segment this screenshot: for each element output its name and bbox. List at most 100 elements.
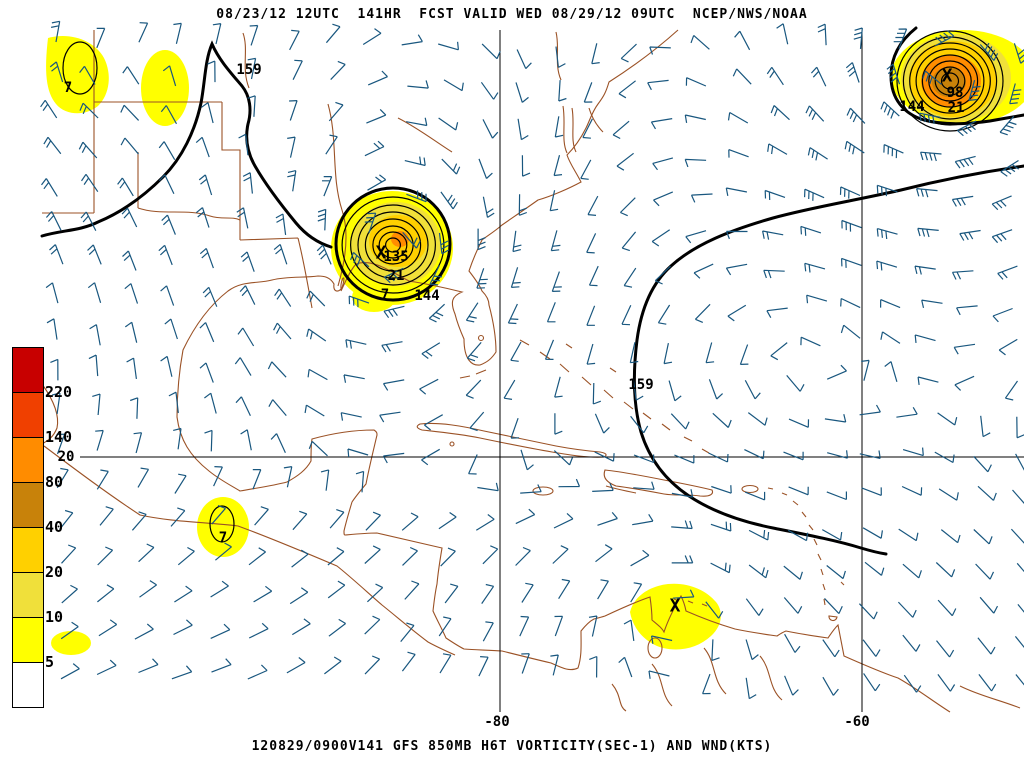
wind-barb: [732, 68, 752, 85]
wind-barb: [901, 485, 923, 496]
wind-barb: [364, 545, 381, 564]
wind-barb: [766, 307, 788, 318]
wind-barb: [595, 544, 613, 563]
wind-barb: [554, 615, 564, 637]
wind-barb: [287, 136, 296, 158]
wind-barb: [748, 529, 770, 541]
wind-barb: [651, 229, 671, 247]
rivers: [137, 31, 562, 287]
wind-barb: [623, 619, 635, 641]
wind-barb: [211, 658, 232, 673]
wind-barb: [767, 143, 788, 155]
wind-barb: [859, 450, 881, 459]
wind-barb: [50, 20, 61, 43]
wind-barb: [788, 486, 809, 496]
vorticity-ring-gulf-low: [357, 211, 429, 279]
wind-barb: [306, 328, 327, 342]
wind-barb: [56, 433, 66, 455]
wind-barb: [80, 211, 97, 231]
wind-barb: [629, 342, 639, 364]
wind-barb: [173, 619, 193, 636]
wind-barb: [52, 392, 61, 414]
wind-barb: [438, 41, 459, 51]
wind-barb: [588, 265, 599, 287]
wind-barb: [329, 509, 345, 529]
wind-barb: [728, 149, 749, 158]
wind-barb: [558, 578, 571, 600]
wind-barb: [554, 376, 563, 398]
wind-barb: [97, 584, 115, 603]
wind-barb: [327, 580, 346, 599]
wind-barb: [652, 157, 674, 171]
wind-barb: [60, 663, 80, 680]
vorticity-ring-hurricane: [934, 66, 966, 96]
wind-barb: [690, 34, 710, 50]
island-hispaniola: [603, 469, 714, 497]
wind-barb: [620, 43, 637, 63]
wind-barb: [481, 583, 495, 604]
wind-barb: [739, 344, 749, 365]
wind-barb: [518, 194, 528, 216]
wind-barb: [237, 327, 255, 347]
footer-title: 120829/0900V141 GFS 850MB H6T VORTICITY(…: [251, 739, 773, 754]
wind-barb: [173, 427, 182, 450]
wind-barb: [979, 596, 999, 614]
wind-barb: [405, 117, 428, 127]
wind-barb: [935, 562, 956, 578]
wind-barb: [710, 562, 731, 574]
wind-barb: [324, 656, 342, 675]
vorticity-area-venezuela: [630, 583, 721, 650]
wind-barb: [973, 529, 993, 545]
wind-barb: [551, 271, 562, 292]
wind-barb: [999, 115, 1017, 136]
wind-barb: [934, 30, 955, 47]
wind-barb: [727, 111, 749, 124]
wind-barb: [199, 322, 215, 343]
wind-barb: [443, 79, 464, 92]
wind-barb: [510, 341, 522, 362]
wind-barb: [158, 174, 175, 194]
wind-barb: [936, 640, 955, 658]
wind-barb: [822, 676, 839, 696]
south-america-rivers: [611, 647, 1021, 712]
wind-barb: [694, 303, 711, 323]
wind-barb: [597, 579, 609, 600]
wind-barb: [592, 382, 602, 405]
wind-barb: [46, 318, 58, 340]
wind-barb: [88, 354, 99, 377]
wind-barb: [161, 214, 176, 235]
wind-barb: [762, 230, 784, 240]
wind-barb: [822, 529, 843, 541]
vorticity-ring-hurricane: [915, 48, 985, 114]
wind-barb: [170, 507, 186, 527]
wind-barb: [173, 22, 182, 44]
wind-barb: [481, 43, 501, 60]
wind-barb: [482, 119, 499, 139]
colorbar-segment: [13, 438, 43, 483]
wind-barb: [744, 491, 766, 501]
wind-barb: [893, 28, 908, 49]
wind-barb: [916, 188, 938, 198]
wind-barb: [937, 412, 958, 426]
wind-barb: [1016, 416, 1024, 439]
wind-barb: [382, 379, 405, 391]
wind-barb: [381, 341, 403, 353]
wind-barb: [131, 511, 147, 531]
wind-barb: [424, 414, 443, 431]
wind-barb: [549, 190, 559, 212]
wind-barb: [515, 82, 529, 103]
wind-barb: [117, 177, 134, 197]
height-contour-159-atlantic: [632, 164, 1024, 556]
wind-barb: [555, 46, 566, 68]
wind-barb: [618, 656, 633, 678]
wind-barb: [914, 334, 936, 343]
wind-barb: [690, 193, 713, 203]
wind-barb: [997, 265, 1018, 280]
wind-barb: [920, 151, 942, 162]
wind-barb: [940, 529, 961, 544]
wind-barb: [307, 368, 328, 381]
wind-barb: [328, 618, 346, 637]
island-isle-of-youth: [449, 441, 455, 447]
wind-barb: [168, 391, 179, 414]
wind-barb: [401, 512, 419, 531]
